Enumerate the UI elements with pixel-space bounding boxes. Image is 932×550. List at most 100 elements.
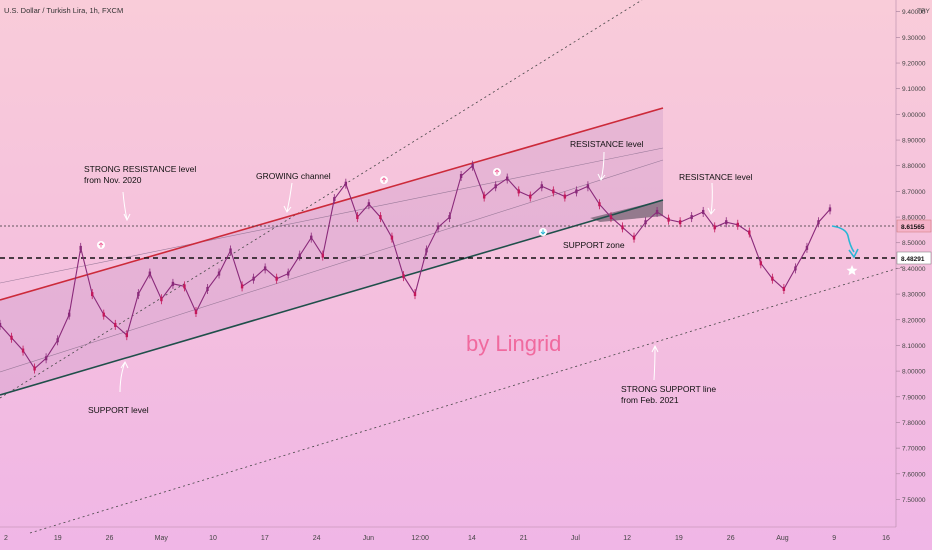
- x-tick-label: 19: [675, 535, 683, 542]
- candle-body: [91, 292, 94, 297]
- arrow-resistance-right: [707, 182, 716, 215]
- candle-body: [125, 333, 129, 338]
- candle-body: [183, 284, 186, 289]
- y-tick-label: 9.10000: [902, 86, 926, 93]
- candle-body: [621, 225, 624, 230]
- candle-body: [667, 217, 670, 222]
- y-tick-label: 7.50000: [902, 497, 926, 504]
- touch-marker-2: [380, 176, 388, 184]
- candle-body: [114, 322, 117, 327]
- x-tick-label: Jun: [363, 535, 374, 542]
- y-tick-label: 7.90000: [902, 394, 926, 401]
- arrow-strong-support: [651, 344, 659, 381]
- candle-body: [678, 220, 682, 225]
- arrow-strong-resistance: [122, 191, 131, 222]
- candle-body: [206, 286, 209, 291]
- candle-body: [701, 209, 705, 214]
- channel-inner-line-2: [0, 159, 664, 373]
- candle-body: [413, 292, 417, 297]
- candle-body: [713, 225, 716, 230]
- candle-body: [379, 215, 382, 220]
- growing-channel-fill: [0, 108, 663, 395]
- y-tick-label: 9.00000: [902, 112, 926, 119]
- y-tick-label: 8.40000: [902, 266, 926, 273]
- candle-body: [448, 215, 451, 220]
- candle-body: [471, 163, 474, 168]
- candle-body: [333, 197, 336, 202]
- candle-body: [725, 220, 728, 225]
- y-tick-label: 9.20000: [902, 61, 926, 68]
- candle-body: [56, 338, 59, 343]
- star-icon: [846, 265, 858, 276]
- candle-body: [655, 209, 659, 214]
- price-tag-current-text: 8.61565: [901, 224, 925, 231]
- annot-resistance-right: RESISTANCE level: [679, 172, 753, 182]
- candle-body: [310, 235, 313, 240]
- candle-body: [44, 356, 48, 361]
- candle-body: [506, 176, 509, 181]
- arrow-growing-channel: [283, 182, 293, 213]
- y-tick-label: 8.10000: [902, 343, 926, 350]
- x-tick-label: 10: [209, 535, 217, 542]
- candle-body: [517, 189, 520, 194]
- candle-body: [759, 261, 763, 266]
- candle-body: [632, 235, 636, 240]
- candle-body: [137, 292, 140, 297]
- candle-body: [321, 253, 324, 258]
- candle-body: [79, 245, 82, 250]
- candle-body: [771, 276, 774, 281]
- y-tick-label: 8.60000: [902, 215, 926, 222]
- y-tick-label: 7.60000: [902, 471, 926, 478]
- candle-body: [552, 189, 555, 194]
- x-axis-ticks: 2 19 26 May 10 17 24 Jun 12:00 14 21 Jul 12 19 26 Aug 9 1…: [4, 535, 890, 542]
- candle-body: [425, 248, 428, 253]
- x-tick-label: 26: [106, 535, 114, 542]
- candle-body: [148, 271, 152, 276]
- y-tick-label: 7.70000: [902, 446, 926, 453]
- x-tick-label: 17: [261, 535, 269, 542]
- arrow-support-level: [119, 361, 129, 393]
- annot-support-level: SUPPORT level: [88, 405, 149, 415]
- y-tick-label: 9.40000: [902, 9, 926, 16]
- y-tick-label: 7.80000: [902, 420, 926, 427]
- candle-body: [794, 266, 797, 271]
- candle-body: [194, 310, 198, 315]
- candle-body: [736, 222, 739, 227]
- candle-body: [748, 230, 751, 235]
- annot-strong-resistance-1: STRONG RESISTANCE level: [84, 164, 196, 174]
- annot-strong-support-1: STRONG SUPPORT line: [621, 384, 716, 394]
- candle-body: [690, 215, 693, 220]
- candle-body: [0, 322, 2, 327]
- x-tick-label: 2: [4, 535, 8, 542]
- candle-body: [102, 312, 105, 317]
- candle-body: [459, 174, 463, 178]
- candle-body: [240, 284, 244, 289]
- y-tick-label: 8.70000: [902, 189, 926, 196]
- x-tick-label: 9: [832, 535, 836, 542]
- candle-body: [252, 276, 255, 281]
- candle-body: [782, 286, 786, 291]
- annot-strong-resistance-2: from Nov. 2020: [84, 175, 142, 185]
- annot-resistance-upper: RESISTANCE level: [570, 139, 644, 149]
- y-tick-label: 8.80000: [902, 163, 926, 170]
- strong-resistance-dotted-line: [0, 0, 643, 399]
- candle-body: [529, 194, 532, 199]
- x-tick-label: 19: [54, 535, 62, 542]
- price-tag-current: 8.61565: [896, 219, 932, 233]
- x-tick-label: 16: [882, 535, 890, 542]
- x-tick-label: 12: [623, 535, 631, 542]
- candle-body: [817, 220, 820, 225]
- candle-body: [344, 181, 348, 186]
- projection-arrowhead: [848, 248, 859, 259]
- candle-body: [217, 271, 221, 276]
- y-tick-label: 9.30000: [902, 35, 926, 42]
- arrow-resistance-upper: [597, 151, 606, 181]
- candle-body: [390, 235, 394, 240]
- candle-body: [644, 220, 647, 225]
- x-tick-label: Aug: [776, 535, 789, 542]
- touch-marker-4: [539, 228, 547, 236]
- annotation-arrows: [119, 151, 716, 393]
- y-tick-label: 8.30000: [902, 292, 926, 299]
